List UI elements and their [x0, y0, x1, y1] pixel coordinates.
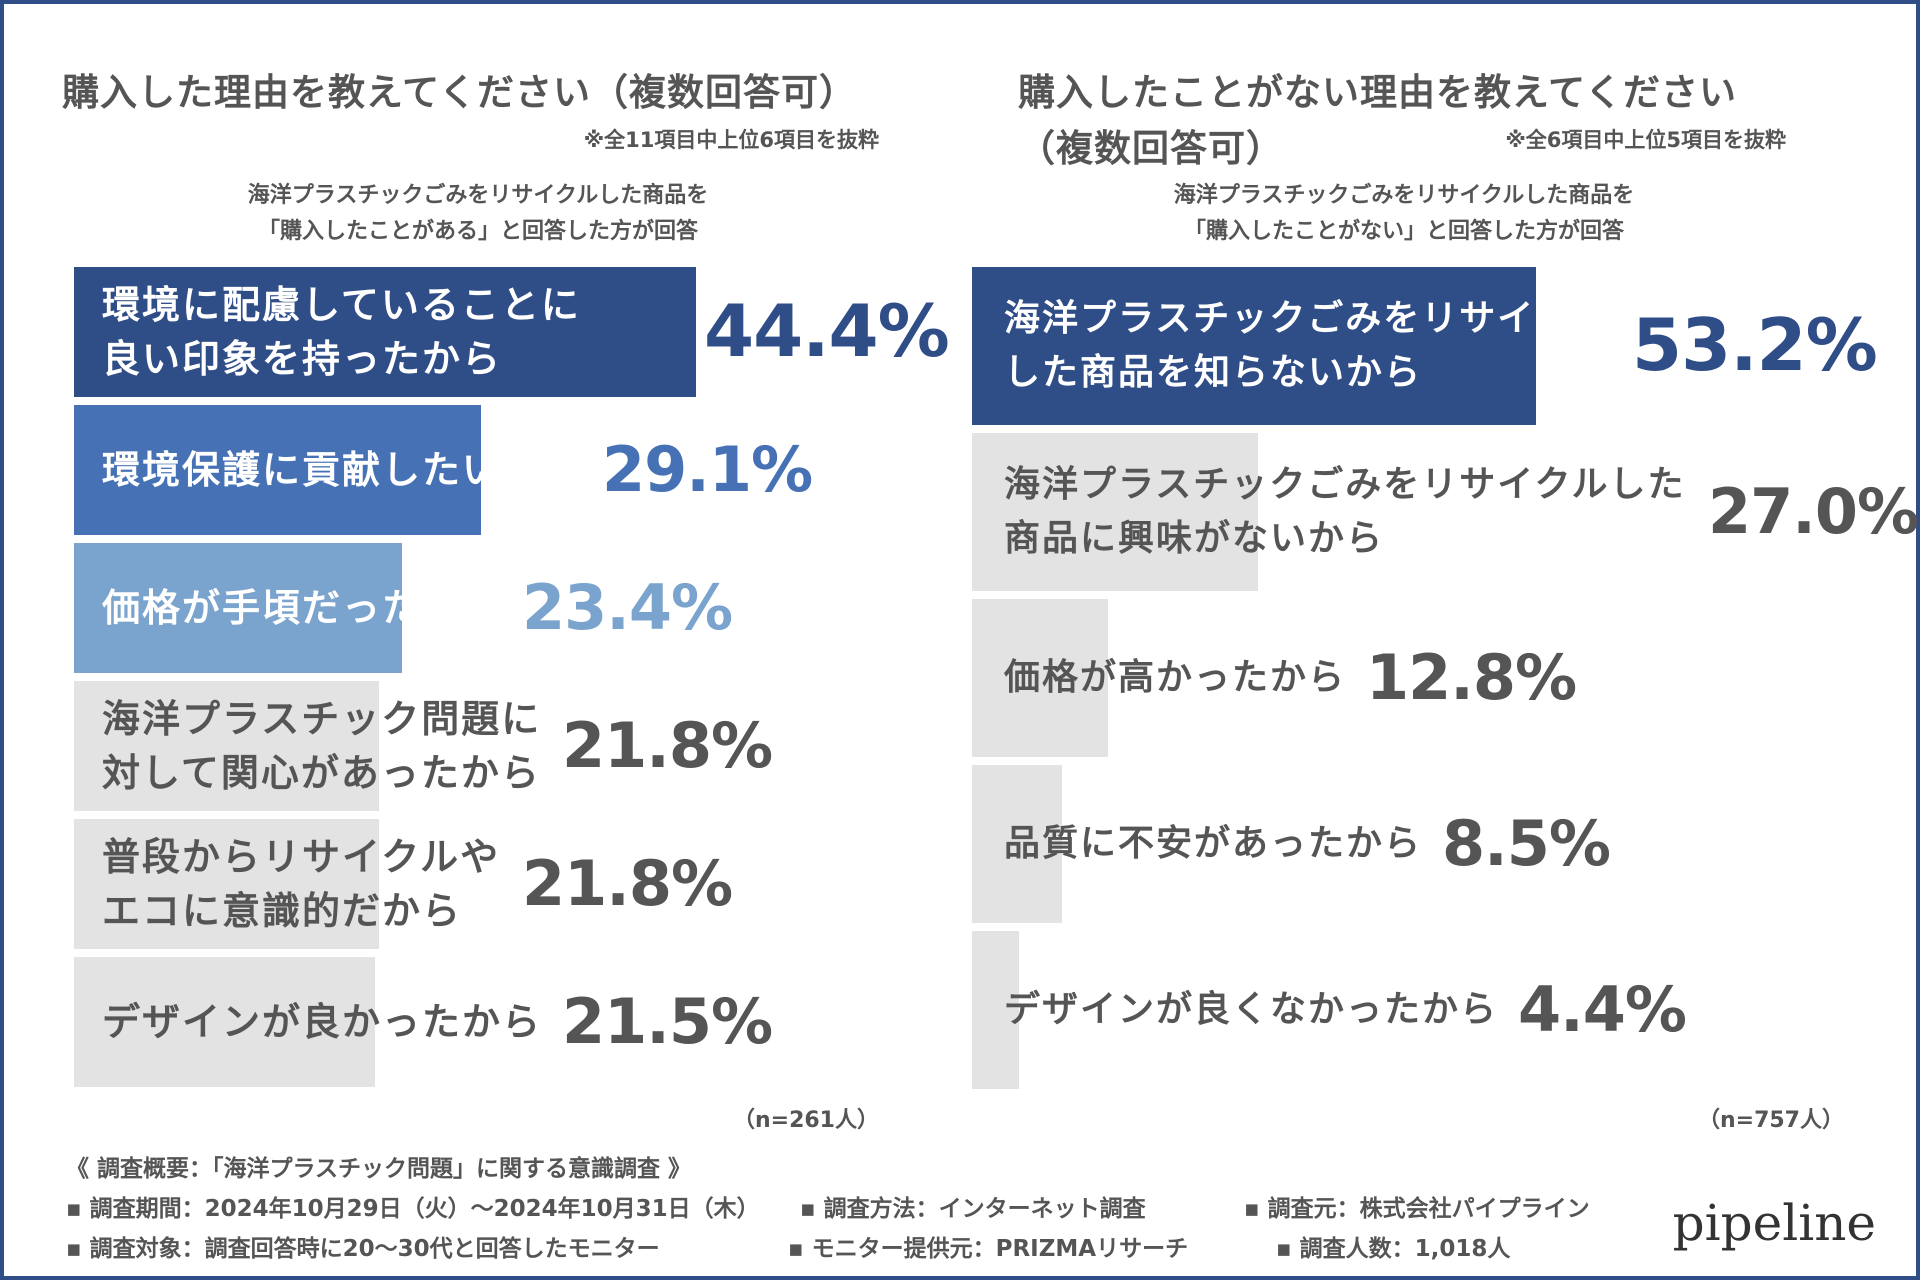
right-bar-row: 海洋プラスチックごみをリサイクル した商品を知らないから 53.2% — [972, 267, 1912, 425]
survey-method: ▪ 調査方法：インターネット調査 — [800, 1196, 1146, 1222]
survey-count: ▪ 調査人数：1,018人 — [1276, 1236, 1511, 1262]
left-bar-chart: 環境に配慮していることに 良い印象を持ったから 44.4% 環境保護に貢献したいから… — [74, 263, 950, 1089]
survey-heading: 《 調査概要：「海洋プラスチック問題」に関する意識調査 》 — [66, 1156, 692, 1182]
left-bar — [74, 681, 379, 811]
survey-provider: ▪ モニター提供元：PRIZMAリサーチ — [788, 1236, 1189, 1262]
right-bar-row: 品質に不安があったから 8.5% — [972, 765, 1912, 923]
right-bar-label: 海洋プラスチックごみをリサイクル した商品を知らないから — [1004, 298, 1610, 393]
left-bar — [74, 957, 375, 1087]
left-bar-row: 環境に配慮していることに 良い印象を持ったから 44.4% — [74, 267, 950, 397]
left-value-label: 44.4% — [704, 289, 950, 373]
left-chart-title: 購入した理由を教えてください（複数回答可） — [62, 71, 858, 114]
right-bar — [972, 931, 1019, 1089]
left-chart-note: ※全11項目中上位6項目を抜粋 — [583, 128, 879, 152]
left-bar-row: 普段からリサイクルや エコに意識的だから 21.8% — [74, 819, 934, 949]
left-bar — [74, 819, 379, 949]
right-bar-label: 価格が高かったから — [1004, 657, 1347, 698]
right-bar — [972, 599, 1108, 757]
left-bar-row: 価格が手頃だったから 23.4% — [74, 543, 934, 673]
left-bar-row: 海洋プラスチック問題に 対して関心があったから 21.8% — [74, 681, 934, 811]
survey-target: ▪ 調査対象：調査回答時に20～30代と回答したモニター — [66, 1236, 660, 1262]
right-chart-note: ※全6項目中上位5項目を抜粋 — [1505, 128, 1786, 152]
left-chart-subtitle: 海洋プラスチックごみをリサイクルした商品を 「購入したことがある」と回答した方が… — [78, 178, 878, 250]
left-n-label: （n=261人） — [732, 1108, 879, 1133]
left-bar-label: 環境に配慮していることに 良い印象を持ったから — [102, 283, 581, 381]
left-value-label: 29.1% — [602, 433, 813, 506]
right-bar-row: 海洋プラスチックごみをリサイクルした 商品に興味がないから 27.0% — [972, 433, 1919, 591]
survey-period: ▪ 調査期間：2024年10月29日（火）～2024年10月31日（木） — [66, 1196, 760, 1222]
right-bar-row: デザインが良くなかったから 4.4% — [972, 931, 1912, 1089]
right-bar — [972, 765, 1062, 923]
right-bar-row: 価格が高かったから 12.8% — [972, 599, 1912, 757]
left-bar — [74, 267, 696, 397]
right-n-label: （n=757人） — [1697, 1108, 1844, 1133]
left-bar-label: 環境保護に貢献したいから — [102, 448, 583, 492]
survey-source: ▪ 調査元：株式会社パイプライン — [1244, 1196, 1590, 1222]
right-bar-label: 海洋プラスチックごみをリサイクルした 商品に興味がないから — [1004, 464, 1686, 559]
left-value-label: 21.8% — [562, 709, 773, 782]
left-bar-row: 環境保護に貢献したいから 29.1% — [74, 405, 934, 535]
right-subtitle-line-2: 「購入したことがない」と回答した方が回答 — [1183, 219, 1624, 244]
right-bar-chart: 海洋プラスチックごみをリサイクル した商品を知らないから 53.2% 海洋プラスチッ… — [972, 263, 1919, 1089]
left-bar — [74, 405, 481, 535]
right-chart-title-line-2: （複数回答可） — [1018, 127, 1284, 170]
left-bar-row: デザインが良かったから 21.5% — [74, 957, 934, 1087]
right-value-label: 8.5% — [1442, 807, 1611, 880]
right-value-label: 53.2% — [1632, 303, 1878, 387]
right-bar — [972, 433, 1258, 591]
right-chart-title-line-1: 購入したことがない理由を教えてください — [1018, 71, 1738, 114]
right-bar-label: 品質に不安があったから — [1004, 823, 1423, 864]
right-value-label: 27.0% — [1708, 475, 1919, 548]
left-value-label: 21.8% — [522, 847, 733, 920]
left-bar-label: 普段からリサイクルや エコに意識的だから — [102, 835, 501, 933]
right-subtitle-line-1: 海洋プラスチックごみをリサイクルした商品を — [1173, 183, 1635, 208]
right-chart-subtitle: 海洋プラスチックごみをリサイクルした商品を 「購入したことがない」と回答した方が… — [1004, 178, 1804, 250]
left-bar-label: デザインが良かったから — [102, 1000, 543, 1044]
right-bar-label: デザインが良くなかったから — [1004, 989, 1499, 1030]
left-value-label: 21.5% — [562, 985, 773, 1058]
left-bar-label: 価格が手頃だったから — [102, 586, 503, 630]
left-bar — [74, 543, 402, 673]
pipeline-logo: pipeline — [1672, 1194, 1876, 1252]
left-value-label: 23.4% — [522, 571, 733, 644]
right-bar — [972, 267, 1536, 425]
right-value-label: 12.8% — [1366, 641, 1577, 714]
left-subtitle-line-2: 「購入したことがある」と回答した方が回答 — [257, 219, 698, 244]
right-value-label: 4.4% — [1518, 973, 1687, 1046]
left-bar-label: 海洋プラスチック問題に 対して関心があったから — [102, 697, 542, 795]
left-subtitle-line-1: 海洋プラスチックごみをリサイクルした商品を — [247, 183, 709, 208]
